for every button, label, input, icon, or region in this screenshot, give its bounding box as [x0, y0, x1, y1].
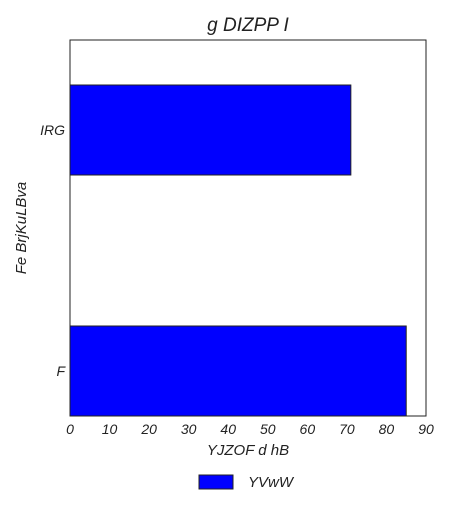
bar-irg	[69, 84, 352, 176]
x-tick-label: 0	[66, 421, 74, 437]
x-tick-label: 70	[339, 421, 355, 437]
x-tick-label: 50	[260, 421, 276, 437]
legend-swatch	[198, 474, 234, 490]
x-axis-ticks: 0 10 20 30 40 50 60 70 80 90	[66, 421, 434, 437]
x-tick-label: 40	[220, 421, 236, 437]
x-tick-label: 20	[140, 421, 157, 437]
y-axis-ticks: F IRG	[40, 122, 66, 379]
x-tick-label: 30	[181, 421, 197, 437]
y-axis-label: Fe BrjKuLBva	[13, 182, 30, 275]
x-tick-label: 90	[418, 421, 434, 437]
x-tick-label: 60	[300, 421, 316, 437]
bar-f	[69, 325, 407, 417]
y-tick-label: F	[56, 363, 66, 379]
y-tick-label: IRG	[40, 122, 65, 138]
legend: YVwW	[198, 474, 295, 491]
x-tick-label: 10	[102, 421, 118, 437]
chart-title: g DIZPP I	[207, 15, 289, 36]
bars-group	[69, 84, 407, 417]
x-axis-label: YJZOF d hB	[207, 442, 289, 459]
legend-label: YVwW	[248, 474, 295, 491]
x-tick-label: 80	[379, 421, 395, 437]
